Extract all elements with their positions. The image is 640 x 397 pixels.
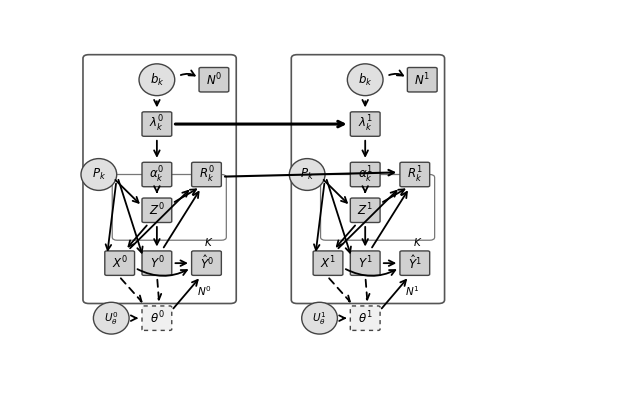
Text: $N^1$: $N^1$ bbox=[405, 285, 420, 298]
Text: $\lambda_k^0$: $\lambda_k^0$ bbox=[149, 114, 164, 134]
FancyBboxPatch shape bbox=[350, 198, 380, 222]
Text: $\lambda_k^1$: $\lambda_k^1$ bbox=[358, 114, 372, 134]
Ellipse shape bbox=[289, 159, 325, 191]
FancyBboxPatch shape bbox=[291, 55, 445, 303]
Text: $X^1$: $X^1$ bbox=[320, 255, 336, 272]
FancyBboxPatch shape bbox=[105, 251, 134, 276]
Text: $K$: $K$ bbox=[204, 236, 214, 248]
Text: $U_\theta^1$: $U_\theta^1$ bbox=[312, 310, 327, 327]
FancyBboxPatch shape bbox=[142, 198, 172, 222]
FancyBboxPatch shape bbox=[142, 162, 172, 187]
Text: $Y^1$: $Y^1$ bbox=[358, 255, 372, 272]
Ellipse shape bbox=[93, 302, 129, 334]
Ellipse shape bbox=[301, 302, 337, 334]
FancyBboxPatch shape bbox=[400, 162, 429, 187]
Text: $\alpha_k^0$: $\alpha_k^0$ bbox=[149, 164, 164, 185]
Text: $P_k$: $P_k$ bbox=[300, 167, 314, 182]
Text: $\theta^0$: $\theta^0$ bbox=[150, 310, 164, 326]
FancyBboxPatch shape bbox=[142, 251, 172, 276]
FancyBboxPatch shape bbox=[350, 112, 380, 136]
FancyBboxPatch shape bbox=[142, 112, 172, 136]
Text: $b_k$: $b_k$ bbox=[358, 72, 372, 88]
Text: $\hat{Y}^1$: $\hat{Y}^1$ bbox=[408, 254, 422, 272]
Text: $R_k^1$: $R_k^1$ bbox=[407, 164, 422, 185]
FancyBboxPatch shape bbox=[83, 55, 236, 303]
Text: $\hat{Y}^0$: $\hat{Y}^0$ bbox=[200, 254, 214, 272]
Text: $Z^1$: $Z^1$ bbox=[357, 202, 373, 219]
Text: $\alpha_k^1$: $\alpha_k^1$ bbox=[358, 164, 372, 185]
Text: $X^0$: $X^0$ bbox=[111, 255, 128, 272]
FancyBboxPatch shape bbox=[199, 67, 229, 92]
FancyBboxPatch shape bbox=[350, 162, 380, 187]
Ellipse shape bbox=[348, 64, 383, 96]
FancyBboxPatch shape bbox=[400, 251, 429, 276]
FancyBboxPatch shape bbox=[142, 306, 172, 330]
FancyBboxPatch shape bbox=[313, 251, 343, 276]
Text: $N^0$: $N^0$ bbox=[206, 71, 222, 88]
FancyBboxPatch shape bbox=[112, 175, 227, 240]
Text: $\theta^1$: $\theta^1$ bbox=[358, 310, 372, 326]
Text: $N^0$: $N^0$ bbox=[196, 285, 211, 298]
Text: $K$: $K$ bbox=[413, 236, 422, 248]
Ellipse shape bbox=[81, 159, 116, 191]
Text: $N^1$: $N^1$ bbox=[414, 71, 430, 88]
FancyBboxPatch shape bbox=[350, 306, 380, 330]
Text: $U_\theta^0$: $U_\theta^0$ bbox=[104, 310, 118, 327]
Text: $b_k$: $b_k$ bbox=[150, 72, 164, 88]
Text: $R_k^0$: $R_k^0$ bbox=[198, 164, 214, 185]
FancyBboxPatch shape bbox=[350, 251, 380, 276]
Text: $P_k$: $P_k$ bbox=[92, 167, 106, 182]
Text: $Z^0$: $Z^0$ bbox=[149, 202, 164, 219]
Ellipse shape bbox=[139, 64, 175, 96]
FancyBboxPatch shape bbox=[321, 175, 435, 240]
FancyBboxPatch shape bbox=[191, 251, 221, 276]
FancyBboxPatch shape bbox=[407, 67, 437, 92]
FancyBboxPatch shape bbox=[191, 162, 221, 187]
Text: $Y^0$: $Y^0$ bbox=[150, 255, 164, 272]
